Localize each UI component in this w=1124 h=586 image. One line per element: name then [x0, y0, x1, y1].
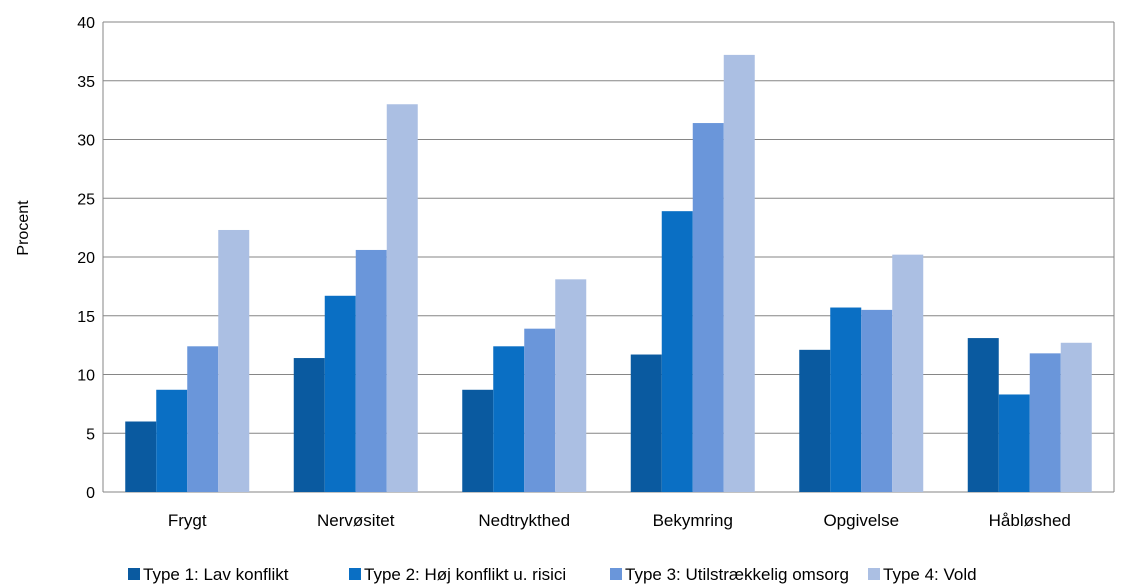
legend-label: Type 1: Lav konflikt — [143, 565, 289, 584]
bar — [692, 123, 724, 493]
bar — [125, 421, 157, 492]
x-axis-ticks: Frygt Nervøsitet Nedtrykthed Bekymring Opgiv… — [168, 511, 1071, 530]
bar — [661, 211, 693, 493]
bar — [799, 349, 831, 492]
legend-swatch — [868, 568, 880, 580]
x-tick-label: Frygt — [168, 511, 207, 530]
y-tick-label: 15 — [77, 309, 95, 326]
y-axis-ticks: 0 5 10 15 20 25 30 35 40 — [77, 15, 95, 502]
y-tick-label: 10 — [77, 368, 95, 385]
legend: Type 1: Lav konflikt Type 2: Høj konflikt… — [128, 565, 977, 584]
y-axis-label: Procent — [15, 200, 32, 256]
x-tick-label: Bekymring — [653, 511, 733, 530]
bar — [723, 54, 755, 493]
bar — [386, 104, 418, 492]
legend-swatch — [128, 568, 140, 580]
bar — [630, 354, 662, 492]
bar — [524, 328, 556, 492]
x-tick-label: Håbløshed — [989, 511, 1071, 530]
bar — [555, 279, 587, 492]
bar — [967, 338, 999, 492]
bar — [1029, 353, 1061, 492]
y-tick-label: 25 — [77, 191, 95, 208]
bar — [998, 394, 1030, 492]
y-tick-label: 20 — [77, 250, 95, 267]
legend-label: Type 3: Utilstrækkelig omsorg — [625, 565, 849, 584]
bar — [324, 295, 356, 492]
x-tick-label: Opgivelse — [823, 511, 899, 530]
bar — [462, 389, 494, 492]
bar — [355, 249, 387, 492]
legend-swatch — [349, 568, 361, 580]
bar — [293, 358, 325, 492]
y-tick-label: 0 — [86, 485, 95, 502]
bars — [125, 54, 1092, 493]
legend-swatch — [610, 568, 622, 580]
gridlines — [102, 21, 1115, 493]
bar — [1060, 342, 1092, 492]
bar — [861, 309, 893, 492]
y-tick-label: 5 — [86, 426, 95, 443]
y-tick-label: 30 — [77, 133, 95, 150]
bar — [156, 389, 188, 492]
x-tick-label: Nedtrykthed — [478, 511, 570, 530]
x-tick-label: Nervøsitet — [317, 511, 395, 530]
bar — [830, 307, 862, 492]
bar — [493, 346, 525, 492]
legend-label: Type 4: Vold — [883, 565, 977, 584]
legend-label: Type 2: Høj konflikt u. risici — [364, 565, 566, 584]
bar — [892, 254, 924, 492]
y-tick-label: 35 — [77, 74, 95, 91]
bar — [218, 229, 250, 492]
bar — [187, 346, 219, 492]
y-tick-label: 40 — [77, 15, 95, 32]
